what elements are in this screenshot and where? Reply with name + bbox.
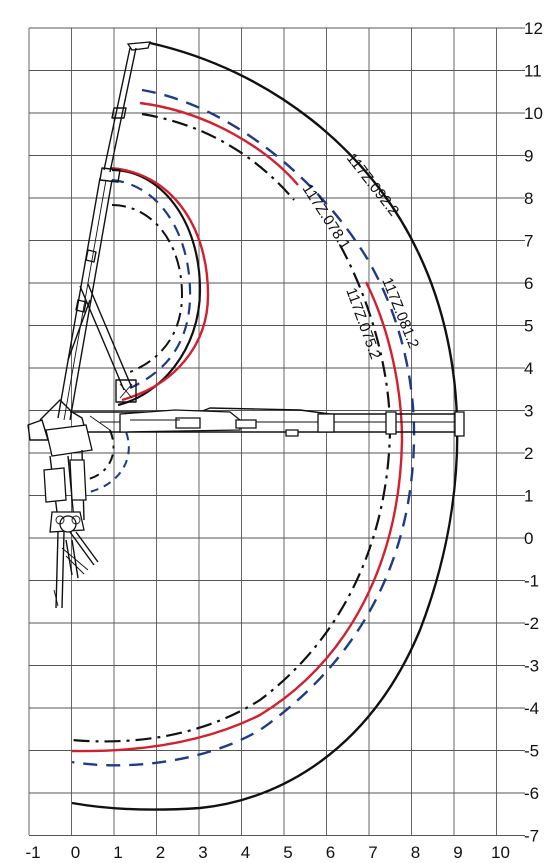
x-tick-label: 6 bbox=[326, 843, 335, 862]
y-tick-label: 4 bbox=[524, 359, 533, 378]
inner-loop-dashdot bbox=[111, 204, 184, 373]
y-tick-label: 0 bbox=[524, 529, 533, 548]
x-tick-label: -1 bbox=[25, 843, 40, 862]
y-tick-label: -3 bbox=[524, 657, 539, 676]
y-tick-label: -7 bbox=[524, 827, 539, 846]
curve-label-117z-092-2: 117Z.092.2 bbox=[343, 150, 402, 219]
curve-117z-075-2-main bbox=[71, 244, 392, 743]
y-tick-label: 3 bbox=[524, 402, 533, 421]
curve-117z-075-2 bbox=[141, 112, 295, 201]
y-tick-label: 12 bbox=[524, 19, 543, 38]
y-tick-label: 7 bbox=[524, 232, 533, 251]
curve-117z-078-1-main bbox=[71, 281, 404, 753]
curve-117z-092-2-main bbox=[71, 251, 459, 811]
y-tick-label: -4 bbox=[524, 699, 539, 718]
horizontal-boom bbox=[70, 407, 465, 437]
y-tick-label: 8 bbox=[524, 189, 533, 208]
x-tick-label: 4 bbox=[241, 843, 250, 862]
base-loop-black bbox=[84, 429, 115, 481]
x-tick-label: 3 bbox=[198, 843, 207, 862]
x-tick-label: 2 bbox=[156, 843, 165, 862]
x-tick-label: 9 bbox=[453, 843, 462, 862]
y-tick-label: 5 bbox=[524, 317, 533, 336]
curve-117z-078-1 bbox=[139, 101, 299, 186]
y-tick-label: 11 bbox=[524, 62, 542, 81]
curve-117z-092-2-outer bbox=[149, 41, 420, 253]
y-tick-label: 10 bbox=[524, 104, 543, 123]
working-range-curves bbox=[71, 41, 459, 811]
y-tick-label: -1 bbox=[524, 572, 539, 591]
crane-drawing bbox=[27, 41, 465, 609]
x-tick-label: 8 bbox=[411, 843, 420, 862]
y-tick-label: -6 bbox=[524, 784, 539, 803]
crane-base bbox=[27, 399, 99, 609]
curve-labels: 117Z.092.2 117Z.081.2 117Z.078.1 117Z.07… bbox=[299, 150, 422, 362]
y-tick-label: -2 bbox=[524, 614, 539, 633]
raised-boom bbox=[57, 41, 151, 421]
y-tick-label: 2 bbox=[524, 444, 533, 463]
x-axis-labels: -1 0 1 2 3 4 5 6 7 8 9 10 bbox=[25, 843, 510, 862]
grid bbox=[28, 27, 525, 836]
x-tick-label: 10 bbox=[491, 843, 510, 862]
x-tick-label: 5 bbox=[283, 843, 292, 862]
x-tick-label: 0 bbox=[71, 843, 80, 862]
inner-loop-blue bbox=[111, 178, 192, 390]
inner-loop-black bbox=[111, 168, 202, 407]
x-tick-label: 7 bbox=[368, 843, 377, 862]
y-tick-label: 9 bbox=[524, 147, 533, 166]
curve-label-117z-075-2: 117Z.075.2 bbox=[342, 286, 384, 362]
base-loop-blue bbox=[84, 419, 130, 494]
x-tick-label: 1 bbox=[113, 843, 122, 862]
y-tick-label: 1 bbox=[524, 487, 533, 506]
y-tick-label: -5 bbox=[524, 742, 539, 761]
inner-loop-red bbox=[109, 166, 210, 402]
y-tick-label: 6 bbox=[524, 274, 533, 293]
